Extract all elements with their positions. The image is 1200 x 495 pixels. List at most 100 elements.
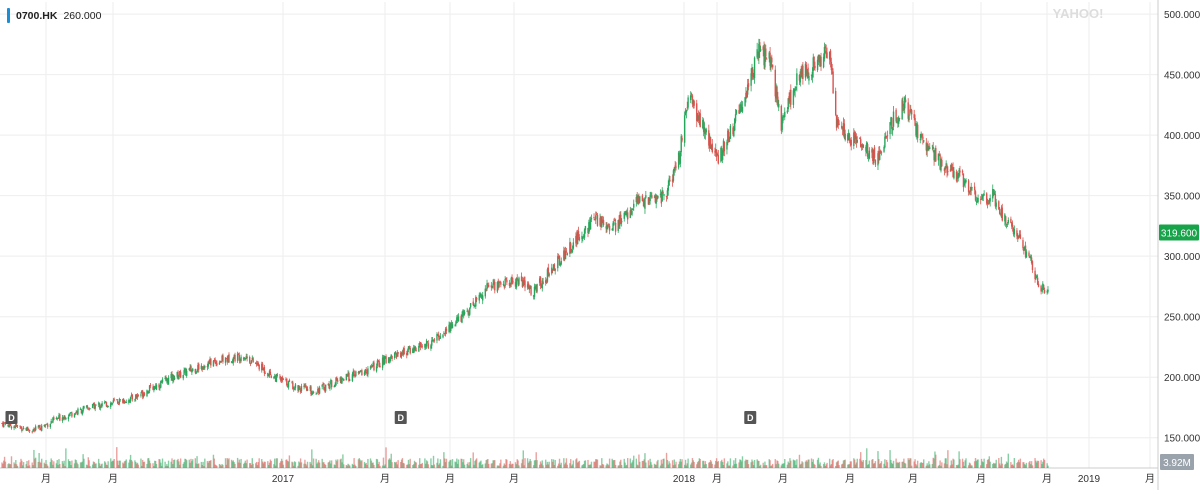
x-tick-label: 月 (976, 473, 986, 485)
volume-bar (316, 463, 318, 468)
candle-body (323, 383, 325, 390)
volume-bar (620, 459, 622, 468)
volume-bar (425, 463, 427, 468)
candle-body (122, 399, 124, 403)
volume-bar (360, 461, 362, 468)
volume-bar (377, 464, 379, 468)
dividend-marker[interactable] (394, 411, 407, 424)
volume-bar (856, 458, 858, 468)
volume-bar (86, 465, 89, 468)
volume-bar (1000, 456, 1003, 468)
candle-body (945, 163, 947, 169)
dividend-marker[interactable] (744, 411, 757, 424)
volume-bar (457, 459, 460, 468)
candle-body (659, 193, 662, 196)
candle-body (207, 361, 209, 367)
volume-bar (317, 462, 319, 468)
candle-body (1019, 234, 1022, 239)
volume-bar (745, 459, 747, 468)
candle-body (935, 147, 937, 162)
volume-bar (963, 465, 965, 468)
candle-body (783, 116, 785, 118)
candle-body (71, 412, 73, 417)
volume-bar (822, 464, 825, 468)
volume-bar (850, 461, 852, 468)
volume-bar (479, 461, 481, 468)
candle-body (200, 365, 203, 370)
volume-bar (261, 461, 264, 468)
candle-body (201, 366, 203, 370)
candle-body (584, 226, 587, 230)
candle-body (708, 135, 711, 148)
volume-bar (787, 461, 789, 468)
candle-body (587, 227, 589, 233)
candle-body (614, 222, 617, 232)
candle-body (105, 402, 108, 407)
candle-body (206, 365, 209, 368)
volume-bar (77, 464, 79, 468)
volume-bar (153, 465, 155, 468)
candle-body (800, 71, 802, 76)
candle-body (390, 354, 392, 359)
volume-bar (110, 461, 113, 468)
volume-bar (349, 465, 351, 468)
volume-bar (3, 460, 5, 468)
volume-bar (445, 458, 448, 468)
volume-bar (97, 458, 100, 468)
volume-bar (663, 458, 665, 468)
volume-bar (830, 464, 833, 468)
candle-body (391, 355, 393, 359)
volume-bar (305, 465, 308, 468)
volume-bar (475, 458, 478, 468)
candle-body (611, 229, 613, 230)
candle-body (462, 310, 464, 315)
candle-body (488, 285, 490, 287)
candle-body (177, 371, 179, 379)
volume-bar (74, 459, 77, 468)
candle-body (661, 190, 663, 202)
candle-body (921, 134, 923, 136)
candle-body (583, 229, 586, 238)
candle-body (733, 129, 735, 137)
volume-bar (146, 463, 148, 468)
volume-bar (154, 460, 156, 468)
volume-bar (721, 461, 724, 468)
candle-body (1017, 235, 1019, 239)
volume-bar (798, 454, 801, 468)
candle-body (40, 425, 43, 431)
volume-bar (491, 463, 493, 468)
volume-bar (835, 462, 838, 468)
volume-bar (117, 465, 120, 468)
candle-body (286, 378, 288, 386)
candle-body (427, 343, 430, 349)
volume-bar (950, 460, 953, 468)
candle-body (563, 251, 566, 258)
volume-bar (946, 464, 948, 468)
candle-body (387, 357, 390, 363)
candle-body (644, 197, 646, 209)
volume-bar (212, 454, 215, 468)
candle-body (176, 371, 178, 377)
candle-body (88, 409, 90, 411)
candle-body (816, 59, 819, 71)
volume-bar (264, 461, 266, 468)
volume-bar (305, 463, 307, 468)
candle-body (7, 425, 9, 427)
candle-body (520, 276, 523, 282)
candle-body (318, 388, 320, 394)
candle-body (47, 424, 49, 427)
candle-body (79, 409, 82, 410)
volume-bar (25, 464, 27, 468)
volume-bar (771, 465, 773, 468)
candle-body (149, 384, 152, 386)
dividend-marker[interactable] (5, 411, 18, 424)
candle-body (826, 52, 828, 59)
volume-bar (693, 462, 695, 468)
candle-body (248, 357, 251, 363)
candle-body (438, 337, 441, 339)
volume-bar (177, 458, 179, 468)
candle-body (964, 180, 966, 183)
volume-bar (197, 464, 199, 468)
